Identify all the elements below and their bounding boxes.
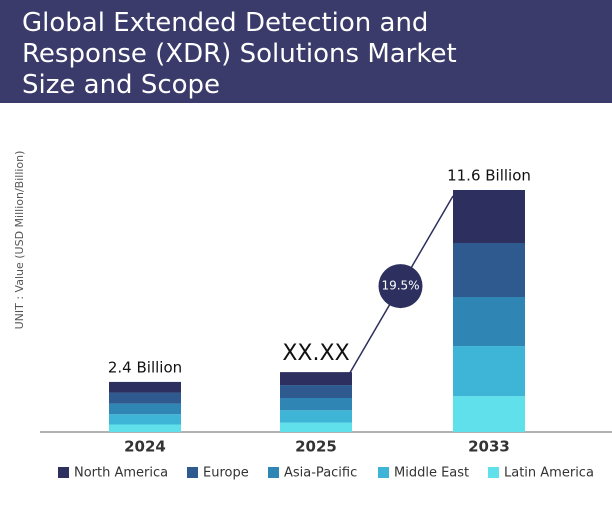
bar-segment xyxy=(280,372,352,386)
legend-label: Europe xyxy=(203,466,249,481)
legend-swatch xyxy=(58,467,69,478)
bar-segment xyxy=(109,403,181,415)
legend-swatch xyxy=(268,467,279,478)
legend-swatch xyxy=(187,467,198,478)
chart-title: Global Extended Detection and Response (… xyxy=(22,8,457,100)
bar-segment xyxy=(280,422,352,432)
legend-label: North America xyxy=(74,466,168,481)
title-box: Global Extended Detection and Response (… xyxy=(22,8,457,100)
x-tick-label: 2025 xyxy=(295,438,337,456)
bar-segment xyxy=(453,190,525,243)
bar-segment xyxy=(109,381,181,393)
y-axis-label: UNIT : Value (USD Million/Billion) xyxy=(13,151,26,330)
bar-segment xyxy=(280,410,352,423)
total-label: XX.XX xyxy=(282,341,349,366)
bar-segment xyxy=(453,396,525,432)
x-tick-label: 2024 xyxy=(124,438,166,456)
bar-segment xyxy=(453,346,525,397)
bar-segment xyxy=(109,414,181,425)
bar-segment xyxy=(453,242,525,298)
legend-swatch xyxy=(378,467,389,478)
bar-segment xyxy=(453,297,525,347)
cagr-label: 19.5% xyxy=(381,279,419,293)
bar-segment xyxy=(280,385,352,398)
bar-segment xyxy=(109,424,181,432)
x-tick-label: 2033 xyxy=(468,438,510,456)
legend-label: Asia-Pacific xyxy=(284,466,357,481)
legend-swatch xyxy=(488,467,499,478)
legend-label: Latin America xyxy=(504,466,594,481)
cagr-bubble xyxy=(378,264,423,309)
total-label: 11.6 Billion xyxy=(447,167,531,185)
total-label: 2.4 Billion xyxy=(108,358,182,376)
bar-segment xyxy=(109,392,181,404)
title-banner xyxy=(0,0,612,103)
legend-label: Middle East xyxy=(394,466,469,481)
bar-segment xyxy=(280,397,352,411)
